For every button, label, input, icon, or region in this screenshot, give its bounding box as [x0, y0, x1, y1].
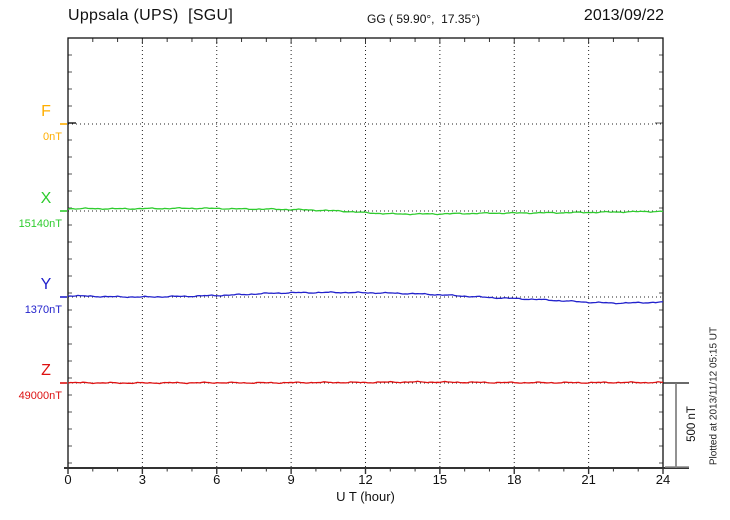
x-tick-label-3: 3	[138, 472, 146, 487]
component-letter-x: X	[40, 190, 52, 207]
component-value-f: 0nT	[43, 131, 62, 143]
component-letter-f: F	[41, 103, 51, 120]
x-axis-label: U T (hour)	[336, 489, 395, 504]
x-tick-label-6: 6	[213, 472, 221, 487]
y-trace	[67, 291, 664, 305]
geographic-coordinates: GG ( 59.90°, 17.35°)	[367, 12, 480, 26]
x-tick-label-24: 24	[655, 472, 671, 487]
z-trace	[67, 380, 664, 385]
scale-bar-label: 500 nT	[686, 406, 698, 442]
x-tick-label-21: 21	[581, 472, 596, 487]
x-tick-label-12: 12	[358, 472, 373, 487]
x-tick-label-0: 0	[64, 472, 72, 487]
x-tick-label-18: 18	[507, 472, 522, 487]
component-value-y: 1370nT	[24, 304, 62, 316]
component-letter-y: Y	[40, 276, 52, 293]
station-title: Uppsala (UPS) [SGU]	[68, 7, 234, 24]
x-tick-label-9: 9	[287, 472, 295, 487]
plot-date: 2013/09/22	[583, 7, 664, 24]
component-value-x: 15140nT	[18, 218, 62, 230]
component-value-z: 49000nT	[18, 390, 62, 402]
x-trace	[67, 207, 664, 216]
plotted-timestamp: Plotted at 2013/11/12 05:15 UT	[708, 326, 720, 466]
x-tick-label-15: 15	[432, 472, 448, 487]
component-letter-z: Z	[41, 362, 51, 379]
